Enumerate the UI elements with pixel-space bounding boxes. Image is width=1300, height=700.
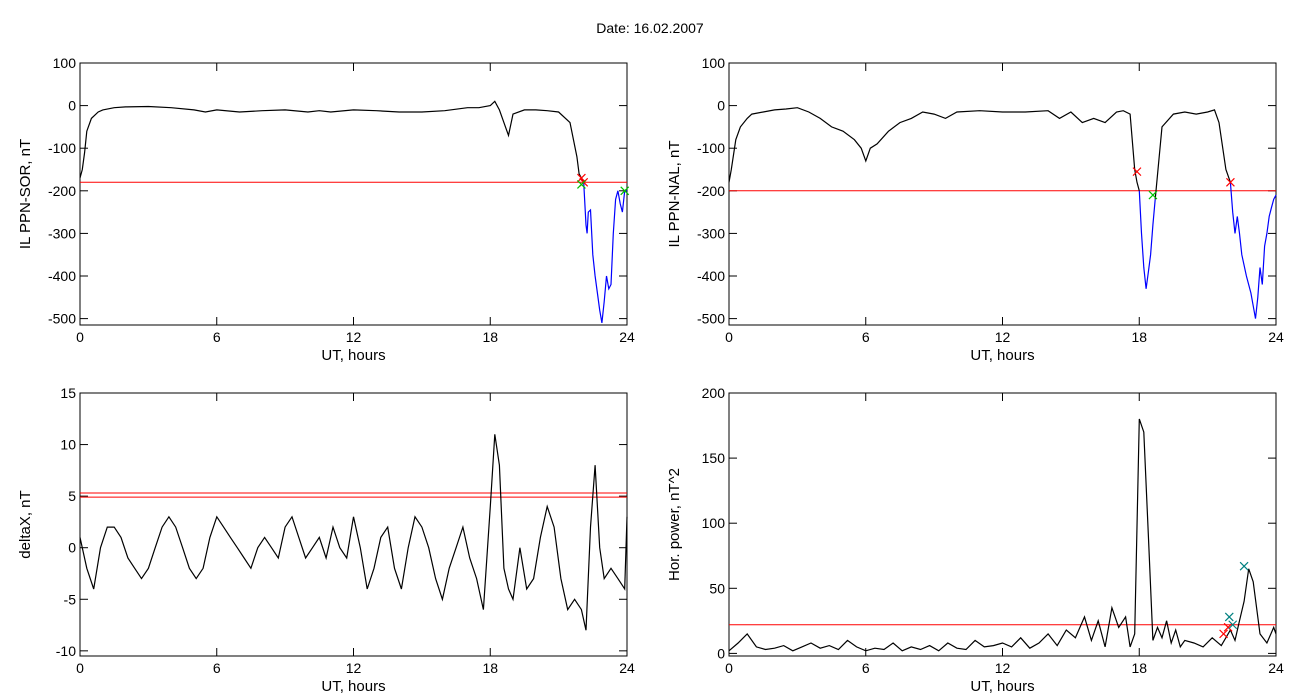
panel-2-marker	[1148, 190, 1158, 200]
panel-4-ytick-label: 0	[717, 645, 725, 661]
panel-1-frame	[79, 62, 628, 326]
panel-1-series-2	[583, 182, 627, 324]
panel-3-xtick-label: 0	[76, 660, 84, 676]
panel-2-frame	[728, 62, 1277, 326]
panel-4-xtick-label: 0	[725, 660, 733, 676]
panel-3-xtick-label: 6	[213, 660, 221, 676]
panel-1-xtick-label: 6	[213, 329, 221, 345]
panel-3-xtick-label: 24	[619, 660, 635, 676]
panel-1-marker	[620, 186, 630, 196]
panel-2-ytick-label: 0	[717, 98, 725, 114]
panel-2-series-2	[1138, 190, 1156, 289]
panel-4-marker	[1228, 620, 1238, 630]
panel-1-ytick-label: -500	[48, 311, 76, 327]
panel-4-series-1	[728, 418, 1277, 652]
panel-4-xtick-label: 12	[995, 660, 1011, 676]
panel-4-marker	[1224, 612, 1234, 622]
panel-2-ytick-label: -300	[697, 225, 725, 241]
panel-1-marker	[576, 173, 586, 183]
panel-2-series-1	[728, 107, 1140, 191]
panel-4-marker	[1219, 629, 1229, 639]
panel-4-ytick-label: 150	[702, 450, 726, 466]
panel-1-series-1	[79, 100, 585, 183]
panel-1-xtick-label: 24	[619, 329, 635, 345]
panel-3-ytick-label: 5	[68, 488, 76, 504]
panel-2-series-3	[1154, 109, 1231, 200]
panel-2-ytick-label: -500	[697, 311, 725, 327]
panel-4-marker	[1223, 622, 1233, 632]
panel-1-ytick-label: -300	[48, 225, 76, 241]
panel-3-ytick-label: 0	[68, 540, 76, 556]
panel-1-ytick-label: 100	[53, 55, 77, 71]
panel-3-ytick-label: 10	[60, 437, 76, 453]
panel-3-frame	[79, 392, 628, 657]
panel-2-xlabel: UT, hours	[970, 347, 1034, 364]
panel-3-ytick-label: 15	[60, 385, 76, 401]
panel-4-ytick-label: 200	[702, 385, 726, 401]
panel-2-xtick-label: 0	[725, 329, 733, 345]
panel-2-xtick-label: 18	[1131, 329, 1147, 345]
panel-3-series-1	[79, 434, 628, 631]
panel-3-ylabel: deltaX, nT	[17, 490, 34, 558]
panel-4-xtick-label: 18	[1131, 660, 1147, 676]
panel-2-marker	[1132, 167, 1142, 177]
panel-2-ytick-label: -100	[697, 140, 725, 156]
panel-2-ytick-label: -200	[697, 183, 725, 199]
panel-3-xlabel: UT, hours	[321, 678, 385, 695]
panel-4-xtick-label: 24	[1268, 660, 1284, 676]
panel-1-ytick-label: -100	[48, 140, 76, 156]
panel-3-xtick-label: 12	[346, 660, 362, 676]
panel-2-xtick-label: 6	[862, 329, 870, 345]
panel-1-ytick-label: -200	[48, 183, 76, 199]
panel-4-ytick-label: 50	[709, 580, 725, 596]
panel-4-xlabel: UT, hours	[970, 678, 1034, 695]
panel-2-ytick-label: -400	[697, 268, 725, 284]
panel-1-xtick-label: 18	[482, 329, 498, 345]
panel-2-ylabel: IL PPN-NAL, nT	[666, 141, 683, 248]
panel-2-xtick-label: 24	[1268, 329, 1284, 345]
panel-1-xtick-label: 0	[76, 329, 84, 345]
panel-1-marker	[576, 179, 586, 189]
panel-1-xlabel: UT, hours	[321, 347, 385, 364]
panel-1-ytick-label: -400	[48, 268, 76, 284]
panel-3-ytick-label: -10	[56, 643, 76, 659]
panel-3-ytick-label: -5	[64, 591, 77, 607]
panel-2-marker	[1225, 177, 1235, 187]
panel-2-xtick-label: 12	[995, 329, 1011, 345]
page-title: Date: 16.02.2007	[596, 20, 704, 36]
panel-1-ytick-label: 0	[68, 98, 76, 114]
panel-4-ytick-label: 100	[702, 515, 726, 531]
panel-2-ytick-label: 100	[702, 55, 726, 71]
panel-2-series-4	[1229, 182, 1277, 319]
panel-4-marker	[1239, 561, 1249, 571]
panel-4-ylabel: Hor. power, nT^2	[666, 468, 683, 581]
panel-3-xtick-label: 18	[482, 660, 498, 676]
panel-1-ylabel: IL PPN-SOR, nT	[17, 139, 34, 249]
panel-1-xtick-label: 12	[346, 329, 362, 345]
panel-4-xtick-label: 6	[862, 660, 870, 676]
panel-4-frame	[728, 392, 1277, 657]
